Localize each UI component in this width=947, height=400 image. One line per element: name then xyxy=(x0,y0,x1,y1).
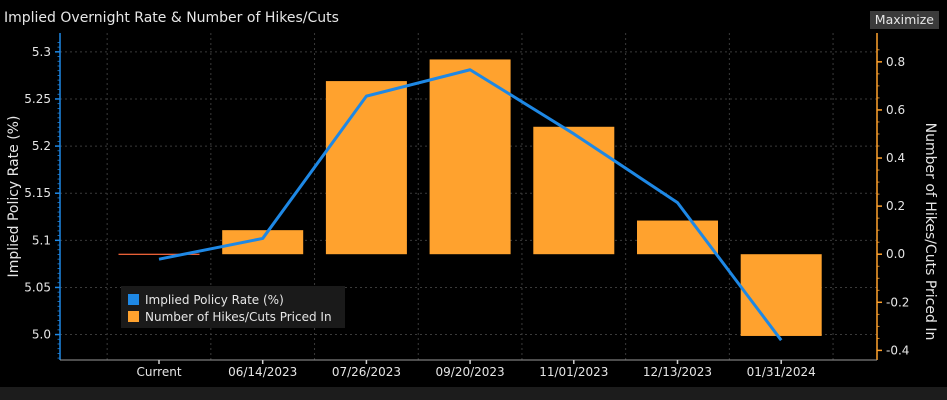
line-series xyxy=(158,68,783,342)
left-tick-label: 5.1 xyxy=(32,233,51,247)
right-tick-label: 0.4 xyxy=(886,151,905,165)
x-tick-label: 09/20/2023 xyxy=(436,365,505,379)
x-tick-label: 12/13/2023 xyxy=(643,365,712,379)
chart-title: Implied Overnight Rate & Number of Hikes… xyxy=(4,10,339,26)
left-axis-label: Implied Policy Rate (%) xyxy=(6,116,22,278)
left-tick-label: 5.05 xyxy=(24,280,51,294)
legend-box xyxy=(121,286,345,328)
right-tick-label: 0.2 xyxy=(886,199,905,213)
left-tick-label: 5.3 xyxy=(32,45,51,59)
left-tick-label: 5.2 xyxy=(32,139,51,153)
right-axis-label: Number of Hikes/Cuts Priced In xyxy=(922,123,938,341)
legend-label-line: Implied Policy Rate (%) xyxy=(145,293,284,307)
right-tick-label: -0.4 xyxy=(886,343,909,357)
right-tick-label: -0.2 xyxy=(886,295,909,309)
x-tick-label: Current xyxy=(136,365,181,379)
legend-label-bar: Number of Hikes/Cuts Priced In xyxy=(145,310,332,324)
right-tick-label: 0.6 xyxy=(886,103,905,117)
bars-series xyxy=(118,59,822,336)
left-tick-label: 5.15 xyxy=(24,186,51,200)
bar-1 xyxy=(222,230,304,255)
x-tick-label: 07/26/2023 xyxy=(332,365,401,379)
legend-swatch-line xyxy=(128,294,139,305)
left-tick-label: 5.0 xyxy=(32,328,51,342)
right-tick-label: 0.0 xyxy=(886,247,905,261)
maximize-button[interactable]: Maximize xyxy=(869,11,939,29)
x-tick-label: 11/01/2023 xyxy=(539,365,608,379)
bar-0 xyxy=(118,253,200,255)
bar-3 xyxy=(429,59,511,255)
bar-4 xyxy=(533,126,615,255)
bar-6 xyxy=(740,254,822,336)
bar-2 xyxy=(325,81,407,255)
bottom-toolbar-strip xyxy=(0,387,947,400)
bar-5 xyxy=(637,220,718,255)
x-tick-label: 01/31/2024 xyxy=(747,365,816,379)
right-tick-label: 0.8 xyxy=(886,55,905,69)
legend: Implied Policy Rate (%) Number of Hikes/C… xyxy=(121,286,345,328)
legend-swatch-bar xyxy=(128,311,139,322)
x-tick-label: 06/14/2023 xyxy=(228,365,297,379)
left-tick-label: 5.25 xyxy=(24,92,51,106)
axes: 5.0 5.05 5.1 5.15 5.2 5.25 5.3 Implied Policy R… xyxy=(6,33,938,379)
